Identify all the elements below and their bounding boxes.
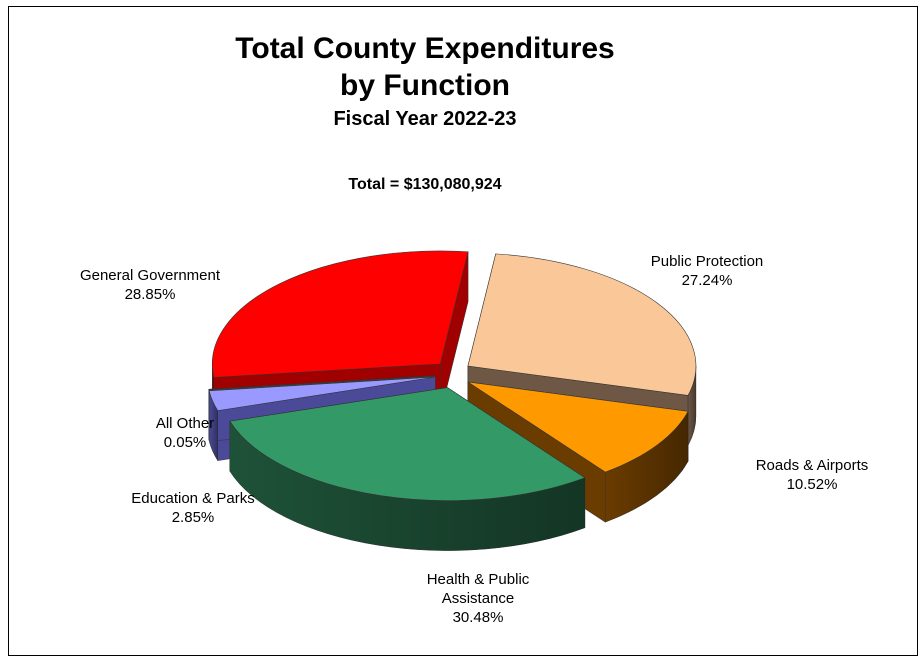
slice-label-3-line-1: 2.85% (172, 509, 215, 526)
slice-label-4: All Other 0.05% (156, 415, 214, 451)
total-label: Total = $130,080,924 (348, 176, 501, 193)
slice-label-4-line-1: 0.05% (164, 434, 207, 451)
slice-label-2: Health & Public Assistance 30.48% (427, 571, 530, 626)
slice-label-5-line-0: General Government (80, 267, 221, 284)
slice-label-2-line-0: Health & Public (427, 571, 530, 588)
slice-label-3: Education & Parks 2.85% (131, 490, 254, 526)
slice-label-1-line-1: 10.52% (787, 476, 838, 493)
slice-label-5: General Government 28.85% (80, 267, 221, 303)
pie-slice-5-top (212, 251, 468, 378)
slice-label-0: Public Protection 27.24% (651, 253, 764, 289)
chart-title: Total County Expenditures (235, 32, 614, 65)
slice-label-0-line-0: Public Protection (651, 253, 764, 270)
slice-label-2-line-1: Assistance (442, 590, 515, 607)
slice-label-1: Roads & Airports 10.52% (756, 457, 869, 493)
slice-label-5-line-1: 28.85% (125, 286, 176, 303)
slice-label-3-line-0: Education & Parks (131, 490, 254, 507)
chart-subtitle: Fiscal Year 2022-23 (333, 108, 516, 130)
chart-title-line2: by Function (340, 69, 510, 102)
slice-label-1-line-0: Roads & Airports (756, 457, 869, 474)
slice-label-0-line-1: 27.24% (682, 272, 733, 289)
slice-label-2-line-2: 30.48% (453, 609, 504, 626)
slice-label-4-line-0: All Other (156, 415, 214, 432)
